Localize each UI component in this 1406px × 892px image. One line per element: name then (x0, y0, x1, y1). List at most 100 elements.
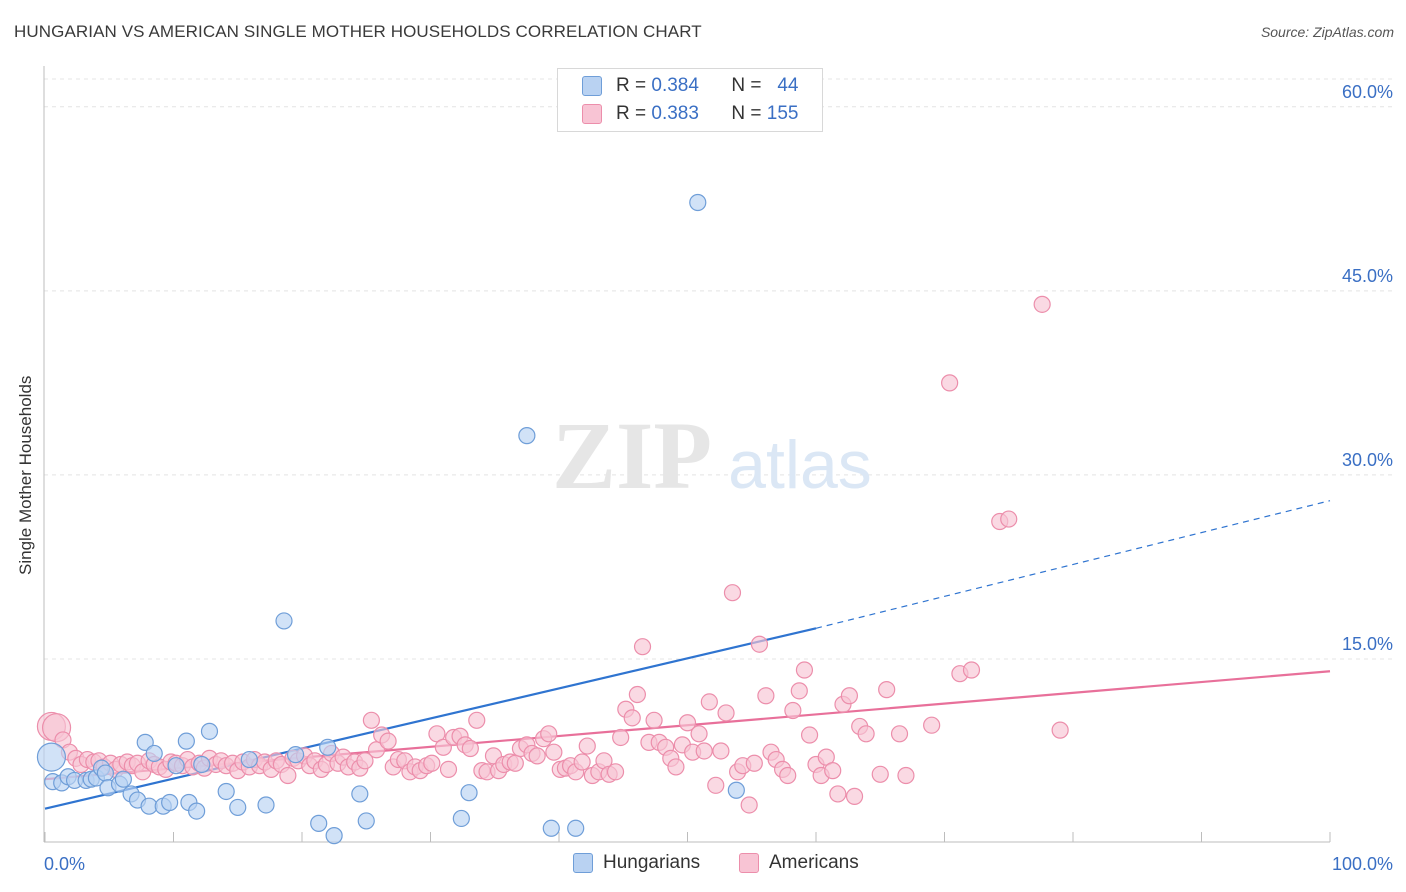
point-americans (695, 742, 713, 760)
point-americans (362, 711, 380, 729)
point-americans (633, 638, 652, 656)
trend-line-hungarians-extension (815, 500, 1331, 629)
point-americans (545, 743, 563, 761)
point-americans (840, 687, 859, 705)
n-value: 44 (777, 75, 799, 96)
point-hungarians (567, 819, 585, 837)
point-americans (923, 716, 941, 734)
r-value: 0.384 (651, 75, 699, 96)
point-hungarians (145, 744, 163, 763)
point-hungarians (518, 427, 536, 445)
point-americans (800, 726, 819, 744)
point-americans (506, 754, 524, 772)
point-americans (750, 635, 769, 653)
point-americans (712, 742, 730, 760)
legend-item-americans[interactable]: Americans (739, 852, 859, 874)
y-tick-label: 15.0% (1342, 634, 1393, 654)
point-americans (790, 682, 808, 700)
point-hungarians (36, 742, 67, 772)
point-americans (857, 725, 875, 743)
point-hungarians (727, 781, 745, 799)
r-label: R = (616, 103, 647, 124)
y-tick-label: 30.0% (1342, 450, 1393, 470)
point-hungarians (460, 784, 478, 802)
axes (43, 66, 1331, 843)
point-hungarians (188, 802, 206, 820)
point-hungarians (542, 819, 560, 837)
point-americans (606, 763, 625, 781)
point-americans (1051, 721, 1069, 739)
point-hungarians (229, 798, 247, 817)
point-americans (717, 704, 735, 722)
chart-title: HUNGARIAN VS AMERICAN SINGLE MOTHER HOUS… (14, 22, 702, 41)
point-americans (829, 785, 847, 803)
point-americans (962, 661, 981, 679)
point-americans (700, 693, 718, 711)
point-americans (795, 661, 814, 679)
legend-label: Hungarians (603, 852, 701, 873)
y-axis-label: Single Mother Households (16, 375, 35, 575)
point-hungarians (136, 733, 154, 751)
point-americans (740, 796, 758, 814)
point-americans (578, 737, 596, 755)
point-hungarians (357, 812, 375, 830)
legend-label: Americans (769, 852, 859, 873)
point-hungarians (200, 722, 219, 740)
point-americans (612, 728, 630, 747)
point-americans (824, 762, 842, 780)
x-tick-label: 0.0% (44, 854, 85, 874)
point-americans (573, 753, 591, 771)
point-hungarians (177, 732, 195, 750)
grid-lines (44, 78, 1392, 660)
point-americans (628, 685, 646, 704)
point-americans (461, 739, 479, 758)
point-americans (678, 714, 697, 732)
legend-swatch-pink (582, 104, 602, 124)
point-americans (540, 725, 558, 743)
point-americans (667, 758, 685, 776)
point-hungarians (96, 764, 114, 782)
y-tick-label: 45.0% (1342, 266, 1393, 286)
point-americans (1033, 295, 1051, 313)
point-americans (468, 711, 486, 729)
point-hungarians (161, 793, 179, 812)
legend-row-hungarians: R = 0.384 N = 44 (558, 72, 798, 100)
point-hungarians (167, 757, 185, 775)
watermark-zip: ZIP (552, 402, 712, 509)
point-hungarians (319, 738, 337, 756)
point-americans (757, 687, 775, 705)
r-value: 0.383 (651, 103, 699, 124)
point-hungarians (193, 755, 211, 774)
legend-swatch-blue (582, 76, 602, 96)
source-credit: Source: ZipAtlas.com (1260, 24, 1394, 40)
point-americans (784, 701, 802, 720)
correlation-legend: R = 0.384 N = 44 R = 0.383 N = 155 (557, 68, 823, 132)
point-americans (356, 752, 374, 770)
point-americans (878, 681, 896, 699)
n-label: N = (731, 75, 762, 96)
point-hungarians (351, 785, 369, 803)
point-hungarians (452, 809, 470, 828)
trend-line-hungarians (44, 627, 817, 810)
y-tick-label: 60.0% (1342, 82, 1393, 102)
point-hungarians (240, 750, 258, 769)
point-americans (897, 766, 915, 785)
x-tick-label: 100.0% (1332, 854, 1393, 874)
point-americans (623, 709, 641, 727)
point-hungarians (689, 193, 707, 212)
legend-row-americans: R = 0.383 N = 155 (558, 100, 798, 128)
point-hungarians (310, 814, 328, 832)
legend-item-hungarians[interactable]: Hungarians (573, 852, 700, 874)
point-americans (423, 754, 441, 772)
point-americans (439, 760, 458, 778)
legend-swatch-blue (573, 853, 593, 873)
point-americans (279, 766, 297, 785)
point-hungarians (217, 782, 235, 801)
watermark-atlas: atlas (728, 427, 872, 503)
legend-swatch-pink (739, 853, 759, 873)
point-hungarians (114, 770, 132, 788)
point-americans (890, 725, 909, 743)
point-americans (528, 747, 546, 765)
point-americans (723, 584, 742, 602)
